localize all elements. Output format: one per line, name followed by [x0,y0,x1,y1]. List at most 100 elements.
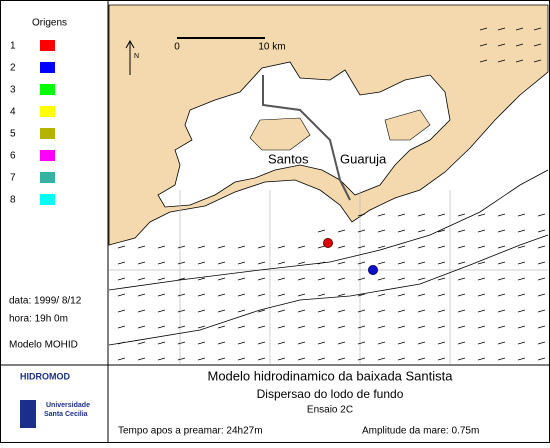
current-arrow [297,277,306,281]
current-arrow [277,309,286,313]
current-arrow [537,213,546,217]
current-arrow [417,309,426,313]
current-arrow [477,357,486,361]
current-arrow [257,261,266,265]
current-arrow [457,309,466,313]
current-arrow [337,245,346,249]
current-arrow [157,357,166,361]
current-arrow [457,229,466,233]
current-arrow [357,293,366,297]
current-arrow [297,341,306,345]
current-arrow [177,325,186,329]
footer-test: Ensaio 2C [307,405,353,416]
current-arrow [177,261,186,265]
current-arrow [517,261,526,265]
scale-label: 10 km [258,42,285,53]
legend-swatch [40,62,55,73]
map: 0 10 km N Santos Guaruja [108,4,549,364]
current-arrow [197,357,206,361]
current-arrow [477,325,486,329]
current-arrow [237,341,246,345]
current-arrow [277,277,286,281]
current-arrow [457,213,466,217]
current-arrow [517,309,526,313]
current-arrow [237,293,246,297]
current-arrow [477,277,486,281]
particle [368,265,378,275]
current-arrow [157,261,166,265]
current-arrow [417,261,426,265]
current-arrow [417,293,426,297]
current-arrow [357,277,366,281]
legend-label: 4 [10,107,16,118]
current-arrow [297,261,306,265]
university: Universidade [46,402,90,409]
current-arrow [497,357,506,361]
current-arrow [397,261,406,265]
current-arrow [277,245,286,249]
island [249,117,311,151]
current-arrow [237,277,246,281]
current-arrow [437,341,446,345]
current-arrow [517,213,526,217]
current-arrow [337,357,346,361]
current-arrow [437,293,446,297]
current-arrow [515,59,524,63]
legend-swatch [40,40,55,51]
current-arrow [537,357,546,361]
current-arrow [117,341,126,345]
place-label: Guaruja [340,151,387,166]
current-arrow [317,245,326,249]
current-arrow [337,261,346,265]
current-arrow [497,213,506,217]
legend-swatch [40,150,55,161]
north-arrow [125,39,135,49]
current-arrow [397,277,406,281]
current-arrow [337,277,346,281]
current-arrow [357,309,366,313]
particle [323,238,333,248]
elapsed: Tempo apos a preamar: 24h27m [118,426,263,437]
current-arrow [417,245,426,249]
grid [109,190,548,364]
current-arrow [337,341,346,345]
current-arrow [317,341,326,345]
legend-label: 5 [10,129,16,140]
current-arrow [357,357,366,361]
current-arrow [197,293,206,297]
current-arrow [397,357,406,361]
current-arrow [117,357,126,361]
current-arrow [497,59,506,63]
current-arrow [197,309,206,313]
current-arrow [357,229,366,233]
current-arrow [477,293,486,297]
current-arrow [417,277,426,281]
model: Modelo MOHID [9,340,78,351]
legend-label: 2 [10,63,16,74]
isobath [108,169,549,291]
university: Santa Cecilia [44,411,88,418]
current-arrow [237,261,246,265]
legend: Origens 1 2 3 4 5 6 7 8 [10,18,67,206]
current-arrow [397,229,406,233]
current-arrow [437,325,446,329]
current-arrow [537,261,546,265]
current-arrow [217,293,226,297]
current-arrow [377,245,386,249]
current-arrow [157,309,166,313]
current-arrow [317,309,326,313]
current-arrow [277,325,286,329]
current-arrow [377,325,386,329]
current-arrow [117,293,126,297]
current-arrow [217,261,226,265]
current-arrow [397,325,406,329]
current-arrow [397,245,406,249]
current-arrow [437,213,446,217]
current-arrow [497,43,506,47]
current-arrow [337,325,346,329]
legend-title: Origens [32,18,67,29]
current-arrow [377,357,386,361]
current-arrow [437,277,446,281]
date: data: 1999/ 8/12 [9,296,82,307]
